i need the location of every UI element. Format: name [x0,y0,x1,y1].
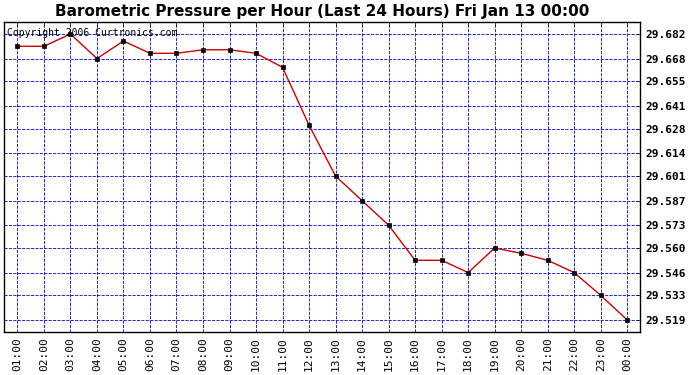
Text: Copyright 2006 Curtronics.com: Copyright 2006 Curtronics.com [8,28,178,38]
Title: Barometric Pressure per Hour (Last 24 Hours) Fri Jan 13 00:00: Barometric Pressure per Hour (Last 24 Ho… [55,4,589,19]
